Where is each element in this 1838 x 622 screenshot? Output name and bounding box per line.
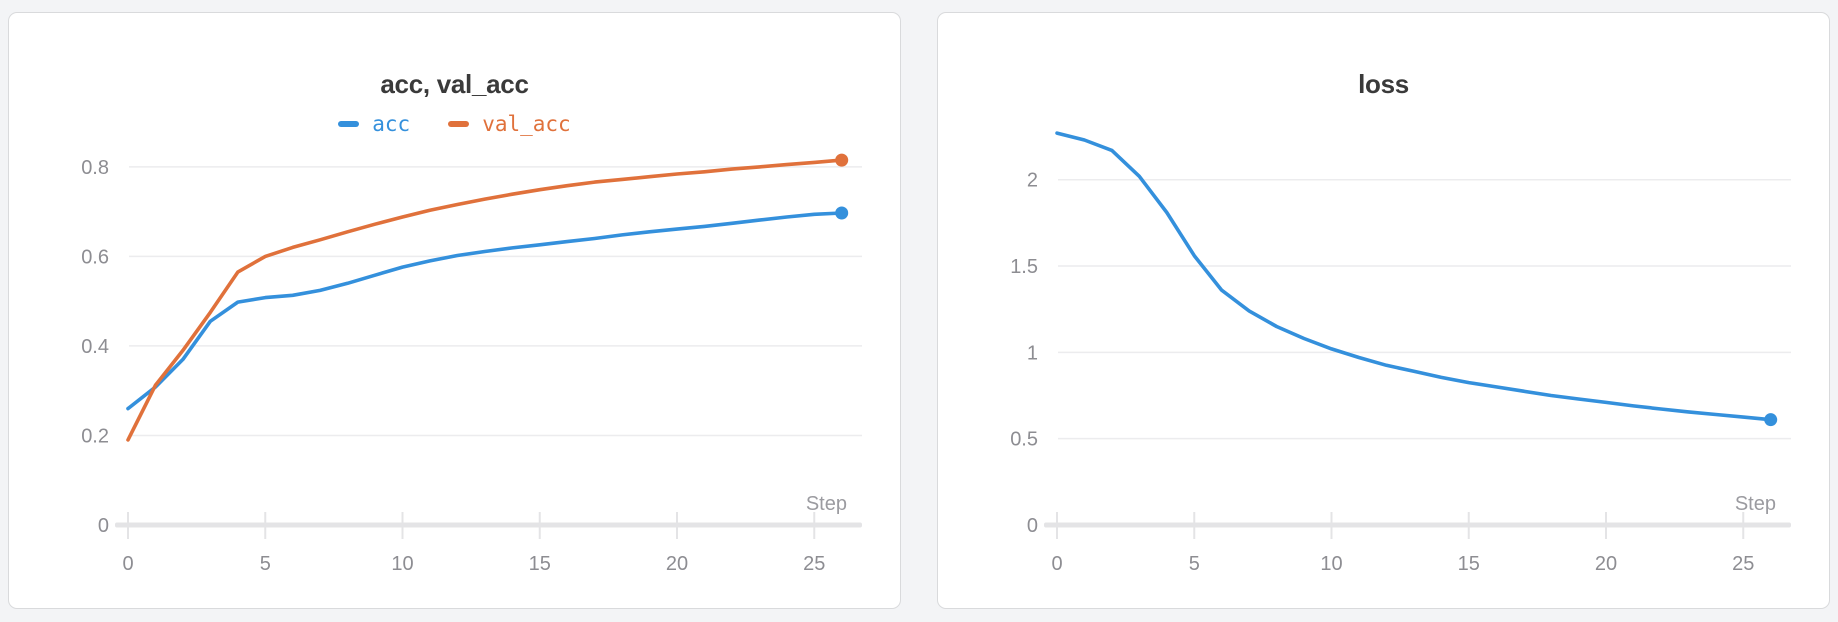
x-tick-label: 20: [666, 553, 688, 575]
x-tick-label: 5: [1189, 553, 1200, 575]
chart-panel-loss[interactable]: loss 2 1.5 1 0.5 0 0 5 10 15 20 25 Step: [937, 12, 1830, 609]
x-axis-label: Step: [806, 493, 847, 515]
x-tick-label: 5: [260, 553, 271, 575]
x-axis-label: Step: [1735, 493, 1776, 515]
y-tick-label: 1.5: [1010, 256, 1038, 278]
y-tick-label: 0: [1027, 515, 1038, 537]
y-tick-label: 0.5: [1010, 429, 1038, 451]
x-tick-label: 15: [529, 553, 551, 575]
legend-item-acc[interactable]: acc: [338, 111, 411, 136]
x-tick-label: 10: [1320, 553, 1342, 575]
chart-title: loss: [1358, 69, 1409, 99]
x-tick-label: 15: [1458, 553, 1480, 575]
y-tick-label: 1: [1027, 342, 1038, 364]
y-tick-label: 0: [98, 515, 109, 537]
legend-label-acc: acc: [372, 111, 411, 136]
chart-panel-acc-val-acc[interactable]: acc, val_acc acc val_acc 0.8 0.6 0.4 0.2 0 0 5…: [8, 12, 901, 609]
y-tick-label: 0.8: [81, 157, 109, 179]
x-axis: [1044, 522, 1791, 528]
chart-canvas-loss[interactable]: 2 1.5 1 0.5 00 5 10 15 20 25 Step: [938, 13, 1828, 607]
chart-canvas-acc-val-acc[interactable]: 0.8 0.6 0.4 0.2 00 5 10 15 20 25 Step: [9, 13, 899, 607]
chart-title: acc, val_acc: [380, 69, 529, 99]
y-tick-label: 0.2: [81, 425, 109, 447]
legend-item-val-acc[interactable]: val_acc: [448, 111, 571, 136]
legend-label-val-acc: val_acc: [482, 111, 571, 136]
end-dot-val_acc: [835, 153, 849, 167]
x-tick-label: 0: [122, 553, 133, 575]
series-line-loss: [1055, 131, 1773, 422]
end-dot-acc: [835, 206, 849, 220]
series-line-acc: [126, 211, 844, 411]
x-axis: [115, 522, 862, 528]
series-line-val_acc: [126, 158, 844, 442]
y-tick-label: 0.6: [81, 246, 109, 268]
x-tick-label: 0: [1051, 553, 1062, 575]
x-tick-label: 25: [803, 553, 825, 575]
y-tick-label: 2: [1027, 170, 1038, 192]
legend: acc val_acc: [9, 110, 900, 138]
x-tick-label: 20: [1595, 553, 1617, 575]
end-dot-loss: [1764, 413, 1778, 427]
legend-swatch-val-acc: [448, 121, 470, 127]
legend-swatch-acc: [338, 121, 360, 127]
x-tick-label: 25: [1732, 553, 1754, 575]
y-tick-label: 0.4: [81, 336, 109, 358]
x-tick-label: 10: [391, 553, 413, 575]
